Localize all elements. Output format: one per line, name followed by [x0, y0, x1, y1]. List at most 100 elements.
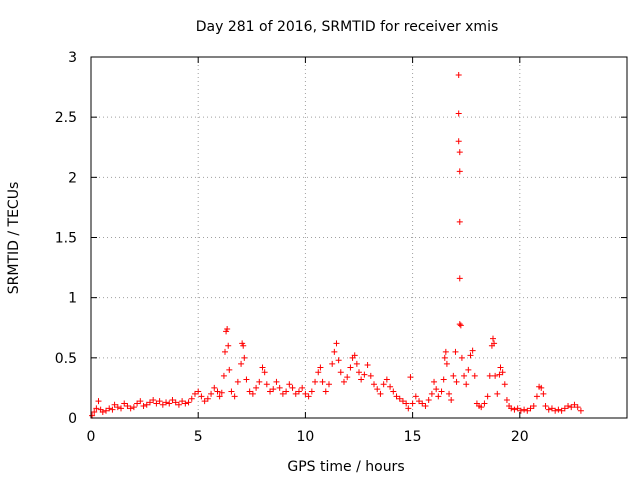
data-point [263, 381, 270, 388]
data-point [121, 400, 128, 407]
data-point [458, 354, 465, 361]
data-point [204, 395, 211, 402]
data-point [216, 393, 223, 400]
x-axis-title: GPS time / hours [287, 459, 404, 475]
data-point [325, 381, 332, 388]
data-point [542, 402, 549, 409]
data-point [201, 398, 208, 405]
x-tick-label: 0 [87, 429, 96, 445]
data-point [241, 354, 248, 361]
data-point [253, 384, 260, 391]
data-point [499, 369, 506, 376]
data-point [246, 388, 253, 395]
data-point [497, 364, 504, 371]
data-point [234, 378, 241, 385]
data-point [361, 371, 368, 378]
y-tick-label: 1.5 [55, 231, 77, 247]
data-point [127, 405, 134, 412]
data-point [491, 340, 498, 347]
data-point [396, 395, 403, 402]
data-point [283, 388, 290, 395]
data-point [478, 404, 485, 411]
data-point [214, 388, 221, 395]
data-point [442, 348, 449, 355]
data-point [511, 406, 518, 413]
data-point [340, 378, 347, 385]
data-point [188, 395, 195, 402]
data-point [356, 369, 362, 376]
data-point [159, 401, 166, 408]
data-point [228, 388, 235, 395]
data-point [471, 372, 478, 379]
data-point [195, 388, 202, 395]
data-point [419, 400, 426, 407]
data-point [322, 388, 329, 395]
data-point [521, 406, 528, 413]
data-point [259, 364, 266, 371]
data-point [456, 321, 463, 328]
data-point [224, 325, 231, 332]
data-point [95, 398, 102, 405]
data-point [146, 399, 153, 406]
data-point [308, 388, 315, 395]
data-point [166, 400, 173, 407]
data-point [446, 390, 453, 397]
data-point [276, 384, 283, 391]
data-point [169, 396, 176, 403]
x-tick-label: 10 [296, 429, 314, 445]
data-point [496, 371, 503, 378]
data-point [422, 402, 429, 409]
data-point [329, 360, 336, 367]
data-point [109, 406, 116, 413]
data-point [114, 404, 121, 411]
data-point [371, 381, 378, 388]
data-point [380, 381, 387, 388]
x-tick-label: 20 [511, 429, 529, 445]
data-point [137, 398, 144, 405]
data-point [390, 388, 397, 395]
data-point [333, 340, 340, 347]
data-point [555, 406, 562, 413]
data-point [191, 390, 198, 397]
data-point [111, 401, 118, 408]
x-tick-label: 5 [194, 429, 203, 445]
data-point [425, 396, 432, 403]
data-point [450, 372, 457, 379]
data-point [514, 405, 521, 412]
data-point [118, 405, 125, 412]
data-point [367, 372, 374, 379]
data-point [305, 393, 312, 400]
x-tick-label: 15 [404, 429, 422, 445]
y-tick-label: 0 [68, 411, 77, 427]
data-point [438, 388, 445, 395]
data-point [198, 393, 205, 400]
data-point [524, 407, 531, 414]
data-point [530, 402, 537, 409]
data-point [130, 404, 137, 411]
data-point [399, 398, 406, 405]
data-point [561, 405, 568, 412]
data-point [182, 400, 189, 407]
data-point [249, 390, 256, 397]
data-point [481, 400, 488, 407]
data-point [261, 369, 268, 376]
data-point [347, 364, 354, 371]
data-point [124, 402, 131, 409]
data-point [279, 390, 286, 397]
data-point [208, 390, 215, 397]
data-point [469, 347, 476, 354]
data-point [163, 399, 170, 406]
data-point [270, 386, 277, 393]
data-point [568, 404, 575, 411]
data-point [317, 364, 324, 371]
data-point [99, 408, 106, 415]
data-point [150, 396, 157, 403]
data-point [179, 398, 186, 405]
data-point [538, 384, 545, 391]
data-point [106, 405, 113, 412]
data-point [455, 110, 462, 117]
data-point [403, 400, 410, 407]
data-point [267, 388, 274, 395]
y-tick-label: 2 [68, 170, 77, 186]
